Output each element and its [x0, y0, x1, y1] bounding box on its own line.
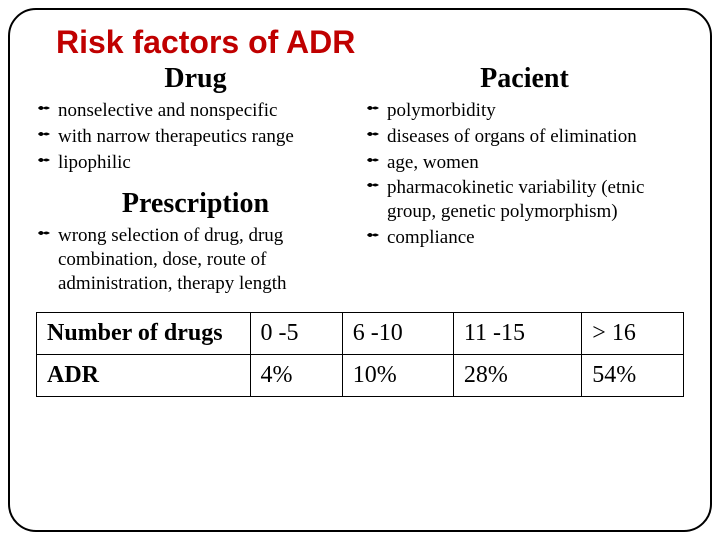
row-label: Number of drugs: [37, 312, 251, 354]
bullet-text: age, women: [387, 151, 684, 175]
bullet-icon: [365, 176, 381, 200]
list-item: age, women: [365, 151, 684, 175]
slide-frame: Risk factors of ADR Drug nonselective an…: [8, 8, 712, 532]
pacient-list: polymorbiditydiseases of organs of elimi…: [365, 99, 684, 250]
drug-heading: Drug: [36, 63, 355, 95]
list-item: wrong selection of drug, drug combinatio…: [36, 224, 355, 295]
bullet-icon: [365, 151, 381, 175]
bullet-text: wrong selection of drug, drug combinatio…: [58, 224, 355, 295]
table-cell: 54%: [582, 354, 684, 396]
bullet-text: pharmacokinetic variability (etnic group…: [387, 176, 684, 224]
list-item: pharmacokinetic variability (etnic group…: [365, 176, 684, 224]
table-container: Number of drugs0 -56 -1011 -15> 16ADR4%1…: [36, 312, 684, 397]
list-item: nonselective and nonspecific: [36, 99, 355, 123]
bullet-text: nonselective and nonspecific: [58, 99, 355, 123]
prescription-list: wrong selection of drug, drug combinatio…: [36, 224, 355, 295]
list-item: compliance: [365, 226, 684, 250]
list-item: with narrow therapeutics range: [36, 125, 355, 149]
table-row: Number of drugs0 -56 -1011 -15> 16: [37, 312, 684, 354]
list-item: lipophilic: [36, 151, 355, 175]
bullet-icon: [365, 125, 381, 149]
left-column: Drug nonselective and nonspecificwith na…: [36, 63, 355, 298]
bullet-icon: [36, 99, 52, 123]
slide-title: Risk factors of ADR: [56, 24, 684, 61]
table-cell: > 16: [582, 312, 684, 354]
right-column: Pacient polymorbiditydiseases of organs …: [365, 63, 684, 298]
adr-table: Number of drugs0 -56 -1011 -15> 16ADR4%1…: [36, 312, 684, 397]
table-cell: 0 -5: [250, 312, 342, 354]
pacient-heading: Pacient: [365, 63, 684, 95]
table-cell: 6 -10: [342, 312, 453, 354]
prescription-heading: Prescription: [36, 188, 355, 220]
bullet-text: compliance: [387, 226, 684, 250]
bullet-icon: [36, 224, 52, 248]
table-cell: 28%: [453, 354, 581, 396]
bullet-text: lipophilic: [58, 151, 355, 175]
bullet-icon: [36, 151, 52, 175]
bullet-icon: [365, 226, 381, 250]
table-cell: 10%: [342, 354, 453, 396]
bullet-icon: [36, 125, 52, 149]
table-cell: 11 -15: [453, 312, 581, 354]
list-item: polymorbidity: [365, 99, 684, 123]
list-item: diseases of organs of elimination: [365, 125, 684, 149]
table-row: ADR4%10%28%54%: [37, 354, 684, 396]
row-label: ADR: [37, 354, 251, 396]
drug-list: nonselective and nonspecificwith narrow …: [36, 99, 355, 174]
bullet-icon: [365, 99, 381, 123]
bullet-text: with narrow therapeutics range: [58, 125, 355, 149]
bullet-text: polymorbidity: [387, 99, 684, 123]
bullet-text: diseases of organs of elimination: [387, 125, 684, 149]
table-cell: 4%: [250, 354, 342, 396]
columns: Drug nonselective and nonspecificwith na…: [36, 63, 684, 298]
